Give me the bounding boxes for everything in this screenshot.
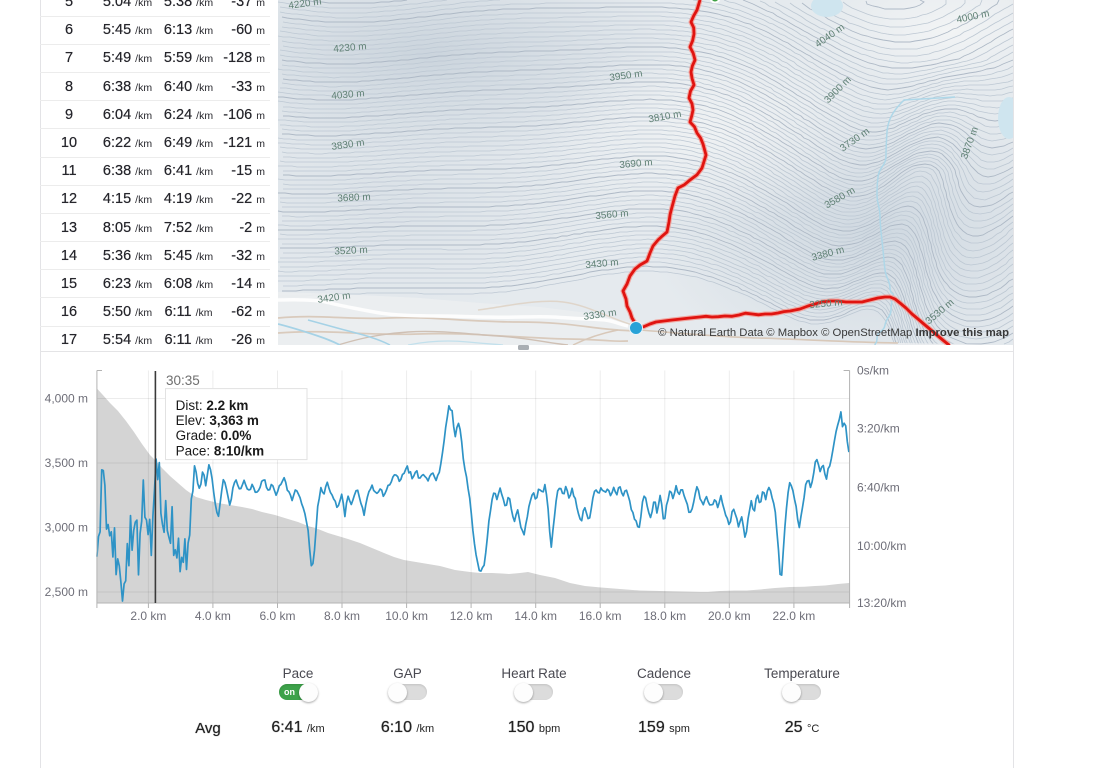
svg-text:30:35: 30:35 — [166, 373, 200, 388]
svg-text:4230 m: 4230 m — [333, 41, 367, 55]
svg-text:20.0 km: 20.0 km — [708, 609, 751, 623]
svg-text:2.0 km: 2.0 km — [130, 609, 166, 623]
svg-text:3680 m: 3680 m — [337, 192, 371, 205]
svg-text:Pace: 8:10/km: Pace: 8:10/km — [176, 443, 265, 458]
svg-text:6:40/km: 6:40/km — [857, 480, 900, 494]
svg-text:4030 m: 4030 m — [331, 88, 365, 102]
svg-text:3830 m: 3830 m — [331, 137, 366, 153]
svg-text:Grade: 0.0%: Grade: 0.0% — [176, 428, 252, 443]
svg-text:3250 m: 3250 m — [809, 297, 843, 311]
svg-text:3950 m: 3950 m — [609, 68, 644, 84]
svg-text:3:20/km: 3:20/km — [857, 422, 900, 436]
svg-text:© Natural Earth Data © Mapbox: © Natural Earth Data © Mapbox © OpenStre… — [658, 327, 1009, 339]
svg-text:10.0 km: 10.0 km — [385, 609, 428, 623]
svg-text:Dist: 2.2 km: Dist: 2.2 km — [176, 398, 249, 413]
svg-text:3,000 m: 3,000 m — [45, 521, 88, 535]
svg-text:3520 m: 3520 m — [334, 245, 368, 258]
svg-text:16.0 km: 16.0 km — [579, 609, 622, 623]
svg-text:3420 m: 3420 m — [317, 290, 352, 306]
svg-text:3690 m: 3690 m — [619, 157, 653, 171]
svg-text:8.0 km: 8.0 km — [324, 609, 360, 623]
svg-text:10:00/km: 10:00/km — [857, 539, 906, 553]
svg-text:3,500 m: 3,500 m — [45, 456, 88, 470]
svg-text:6.0 km: 6.0 km — [259, 609, 295, 623]
svg-text:4220 m: 4220 m — [288, 0, 323, 12]
svg-text:3560 m: 3560 m — [595, 208, 629, 222]
svg-text:12.0 km: 12.0 km — [450, 609, 493, 623]
svg-text:4,000 m: 4,000 m — [45, 392, 88, 406]
svg-text:13:20/km: 13:20/km — [857, 596, 906, 610]
svg-text:22.0 km: 22.0 km — [773, 609, 816, 623]
svg-text:3430 m: 3430 m — [585, 257, 619, 271]
svg-text:Elev: 3,363 m: Elev: 3,363 m — [176, 413, 259, 428]
svg-text:4.0 km: 4.0 km — [195, 609, 231, 623]
svg-text:18.0 km: 18.0 km — [643, 609, 686, 623]
svg-text:14.0 km: 14.0 km — [514, 609, 557, 623]
svg-text:3330 m: 3330 m — [583, 307, 618, 323]
svg-text:2,500 m: 2,500 m — [45, 585, 88, 599]
svg-text:0s/km: 0s/km — [857, 364, 889, 378]
